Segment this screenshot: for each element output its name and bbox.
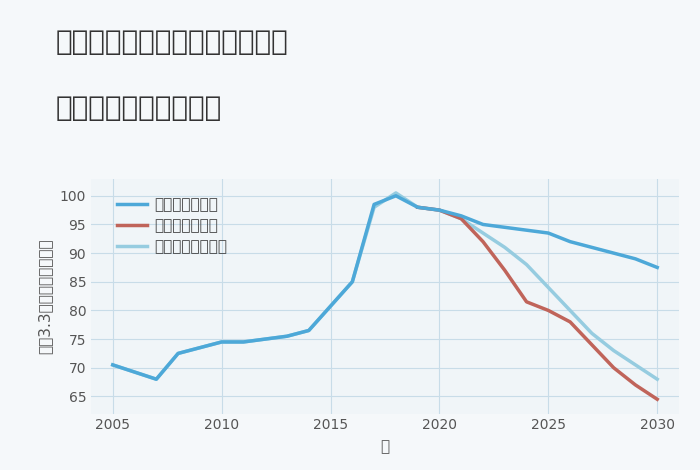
グッドシナリオ	[108, 362, 117, 368]
グッドシナリオ	[631, 256, 640, 262]
グッドシナリオ	[500, 225, 509, 230]
ノーマルシナリオ	[108, 362, 117, 368]
ノーマルシナリオ	[218, 339, 226, 345]
バッドシナリオ	[610, 365, 618, 370]
グッドシナリオ	[370, 202, 378, 207]
ノーマルシナリオ	[414, 204, 422, 210]
グッドシナリオ	[479, 222, 487, 227]
ノーマルシナリオ	[392, 190, 400, 196]
X-axis label: 年: 年	[380, 439, 390, 454]
ノーマルシナリオ	[457, 216, 466, 221]
Text: 京都府京都市中京区立誠学区の: 京都府京都市中京区立誠学区の	[56, 28, 288, 56]
バッドシナリオ	[500, 267, 509, 273]
バッドシナリオ	[566, 319, 574, 325]
Y-axis label: 坪（3.3㎡）単価（万円）: 坪（3.3㎡）単価（万円）	[38, 238, 52, 354]
Line: ノーマルシナリオ: ノーマルシナリオ	[113, 193, 657, 379]
グッドシナリオ	[457, 213, 466, 219]
ノーマルシナリオ	[152, 376, 160, 382]
ノーマルシナリオ	[370, 204, 378, 210]
グッドシナリオ	[239, 339, 248, 345]
グッドシナリオ	[588, 244, 596, 250]
バッドシナリオ	[653, 397, 662, 402]
グッドシナリオ	[174, 351, 182, 356]
ノーマルシナリオ	[500, 244, 509, 250]
グッドシナリオ	[152, 376, 160, 382]
グッドシナリオ	[566, 239, 574, 244]
グッドシナリオ	[522, 227, 531, 233]
グッドシナリオ	[414, 204, 422, 210]
バッドシナリオ	[457, 216, 466, 221]
バッドシナリオ	[631, 382, 640, 388]
ノーマルシナリオ	[522, 262, 531, 267]
ノーマルシナリオ	[631, 362, 640, 368]
バッドシナリオ	[588, 342, 596, 348]
ノーマルシナリオ	[435, 207, 444, 213]
グッドシナリオ	[283, 333, 291, 339]
Line: バッドシナリオ: バッドシナリオ	[418, 207, 657, 400]
グッドシナリオ	[435, 207, 444, 213]
グッドシナリオ	[304, 328, 313, 333]
バッドシナリオ	[435, 207, 444, 213]
グッドシナリオ	[392, 193, 400, 199]
ノーマルシナリオ	[304, 328, 313, 333]
ノーマルシナリオ	[174, 351, 182, 356]
ノーマルシナリオ	[283, 333, 291, 339]
バッドシナリオ	[414, 204, 422, 210]
ノーマルシナリオ	[239, 339, 248, 345]
ノーマルシナリオ	[610, 348, 618, 353]
グッドシナリオ	[544, 230, 552, 236]
Line: グッドシナリオ: グッドシナリオ	[113, 196, 657, 379]
グッドシナリオ	[348, 279, 356, 285]
ノーマルシナリオ	[544, 285, 552, 290]
ノーマルシナリオ	[653, 376, 662, 382]
バッドシナリオ	[522, 299, 531, 305]
グッドシナリオ	[218, 339, 226, 345]
Text: 中古戸建ての価格推移: 中古戸建ての価格推移	[56, 94, 223, 122]
バッドシナリオ	[479, 239, 487, 244]
グッドシナリオ	[610, 251, 618, 256]
Legend: グッドシナリオ, バッドシナリオ, ノーマルシナリオ: グッドシナリオ, バッドシナリオ, ノーマルシナリオ	[111, 191, 234, 260]
ノーマルシナリオ	[566, 307, 574, 313]
グッドシナリオ	[653, 265, 662, 270]
ノーマルシナリオ	[479, 230, 487, 236]
ノーマルシナリオ	[348, 279, 356, 285]
ノーマルシナリオ	[588, 330, 596, 336]
バッドシナリオ	[544, 307, 552, 313]
